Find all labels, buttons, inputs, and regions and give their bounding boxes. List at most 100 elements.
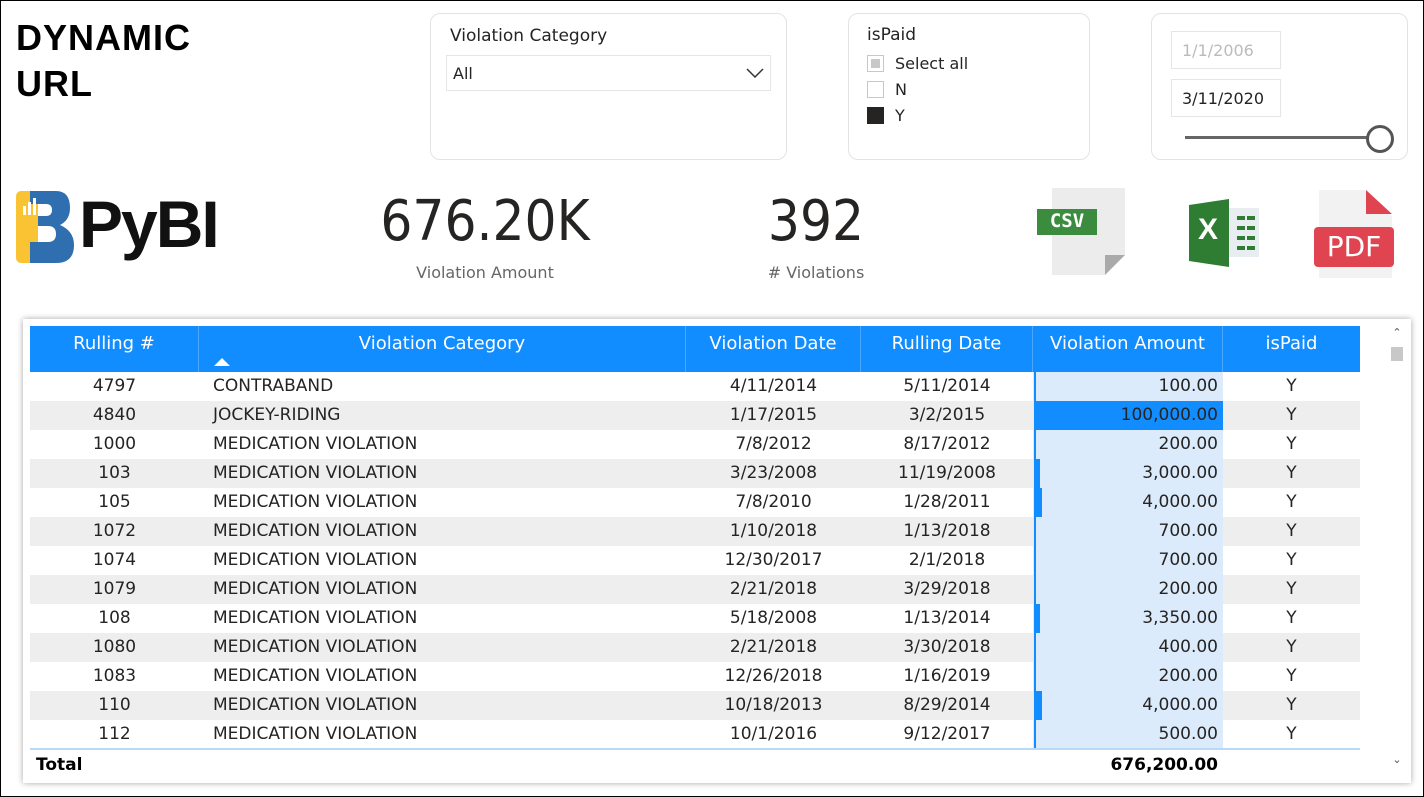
amount-data-bar	[1034, 517, 1036, 546]
amount-data-bar	[1034, 459, 1040, 488]
total-divider	[30, 748, 1360, 750]
table-row[interactable]: 108 MEDICATION VIOLATION 5/18/2008 1/13/201…	[30, 604, 1360, 633]
violation-date-cell: 12/26/2018	[724, 666, 823, 686]
checkbox-select-all[interactable]: Select all	[867, 50, 968, 76]
violation-category-slicer: Violation Category All	[430, 13, 787, 160]
export-excel-button[interactable]: X	[1187, 199, 1263, 269]
table-row[interactable]: 4797 CONTRABAND 4/11/2014 5/11/2014 100.00 Y	[30, 372, 1360, 401]
amount-cell-background	[1033, 546, 1223, 575]
date-slider-track[interactable]	[1185, 136, 1380, 139]
amount-cell: 3,000.00	[1142, 463, 1218, 483]
scrollbar-thumb[interactable]	[1391, 347, 1403, 361]
table-row[interactable]: 103 MEDICATION VIOLATION 3/23/2008 11/19/20…	[30, 459, 1360, 488]
table-row[interactable]: 1074 MEDICATION VIOLATION 12/30/2017 2/1/20…	[30, 546, 1360, 575]
ispaid-cell: Y	[1286, 724, 1297, 744]
rulling-cell: 110	[98, 695, 131, 715]
amount-cell: 200.00	[1158, 434, 1218, 454]
amount-data-bar	[1034, 720, 1036, 749]
category-dropdown[interactable]: All	[446, 55, 771, 91]
ispaid-cell: Y	[1286, 695, 1297, 715]
category-cell: MEDICATION VIOLATION	[213, 637, 418, 657]
violations-table: Rulling # Violation Category Violation D…	[23, 319, 1411, 783]
rulling-cell: 103	[98, 463, 131, 483]
amount-cell: 500.00	[1158, 724, 1218, 744]
amount-cell-background	[1033, 604, 1223, 633]
amount-data-bar	[1034, 662, 1036, 691]
ispaid-cell: Y	[1286, 608, 1297, 628]
ispaid-cell: Y	[1286, 492, 1297, 512]
rulling-date-cell: 3/29/2018	[903, 579, 991, 599]
scroll-down-icon[interactable]: ⌄	[1392, 753, 1402, 766]
pdf-label: PDF	[1326, 230, 1382, 263]
scroll-up-icon[interactable]: ⌃	[1392, 326, 1402, 339]
chevron-down-icon	[746, 68, 764, 78]
category-cell: MEDICATION VIOLATION	[213, 666, 418, 686]
category-cell: MEDICATION VIOLATION	[213, 550, 418, 570]
column-header-rulling[interactable]: Rulling #	[30, 326, 199, 372]
kpi-violations-count: 392	[767, 189, 865, 254]
rulling-date-cell: 1/16/2019	[903, 666, 991, 686]
column-header-violation-amount[interactable]: Violation Amount	[1033, 326, 1223, 372]
column-header-violation-date[interactable]: Violation Date	[686, 326, 861, 372]
rulling-date-cell: 2/1/2018	[908, 550, 986, 570]
start-date-input[interactable]: 1/1/2006	[1171, 31, 1281, 69]
table-row[interactable]: 1000 MEDICATION VIOLATION 7/8/2012 8/17/201…	[30, 430, 1360, 459]
logo-text: PyBI	[79, 187, 220, 261]
table-row[interactable]: 105 MEDICATION VIOLATION 7/8/2010 1/28/2011…	[30, 488, 1360, 517]
amount-cell-background	[1033, 720, 1223, 749]
column-header-rulling-date[interactable]: Rulling Date	[861, 326, 1033, 372]
table-row[interactable]: 1072 MEDICATION VIOLATION 1/10/2018 1/13/20…	[30, 517, 1360, 546]
column-header-ispaid[interactable]: isPaid	[1265, 333, 1318, 354]
amount-data-bar	[1034, 633, 1036, 662]
category-cell: MEDICATION VIOLATION	[213, 695, 418, 715]
amount-cell-background	[1033, 662, 1223, 691]
amount-data-bar	[1034, 401, 1223, 430]
checkbox-n[interactable]: N	[867, 76, 968, 102]
rulling-date-cell: 5/11/2014	[903, 376, 991, 396]
ispaid-cell: Y	[1286, 550, 1297, 570]
table-row[interactable]: 4840 JOCKEY-RIDING 1/17/2015 3/2/2015 100,00…	[30, 401, 1360, 430]
violation-date-cell: 4/11/2014	[729, 376, 818, 396]
option-label: Y	[895, 105, 905, 125]
violation-date-cell: 12/30/2017	[724, 550, 823, 570]
amount-cell: 4,000.00	[1142, 492, 1218, 512]
end-date-input[interactable]: 3/11/2020	[1171, 79, 1281, 117]
amount-cell: 400.00	[1158, 637, 1218, 657]
table-row[interactable]: 1079 MEDICATION VIOLATION 2/21/2018 3/29/20…	[30, 575, 1360, 604]
ispaid-cell: Y	[1286, 666, 1297, 686]
amount-data-bar	[1034, 604, 1041, 633]
category-cell: CONTRABAND	[213, 376, 334, 396]
date-slider-handle[interactable]	[1366, 125, 1394, 153]
export-csv-button[interactable]: CSV	[1037, 188, 1127, 276]
excel-label: X	[1197, 213, 1218, 246]
export-pdf-button[interactable]: PDF	[1314, 190, 1394, 280]
rulling-date-cell: 1/13/2018	[903, 521, 991, 541]
category-cell: MEDICATION VIOLATION	[213, 492, 418, 512]
rulling-date-cell: 1/28/2011	[903, 492, 991, 512]
column-header-violation-category[interactable]: Violation Category	[199, 326, 686, 372]
table-row[interactable]: 1083 MEDICATION VIOLATION 12/26/2018 1/16/2…	[30, 662, 1360, 691]
violation-date-cell: 1/17/2015	[729, 405, 818, 425]
checkbox-checked-icon	[867, 106, 884, 124]
table-row[interactable]: 112 MEDICATION VIOLATION 10/1/2016 9/12/201…	[30, 720, 1360, 749]
amount-data-bar	[1034, 691, 1042, 720]
category-cell: MEDICATION VIOLATION	[213, 579, 418, 599]
amount-cell-background	[1033, 459, 1223, 488]
amount-data-bar	[1034, 488, 1042, 517]
violation-date-cell: 5/18/2008	[729, 608, 818, 628]
rulling-date-cell: 9/12/2017	[903, 724, 991, 744]
table-row[interactable]: 110 MEDICATION VIOLATION 10/18/2013 8/29/20…	[30, 691, 1360, 720]
amount-cell-background	[1033, 488, 1223, 517]
ispaid-cell: Y	[1286, 405, 1297, 425]
category-cell: MEDICATION VIOLATION	[213, 463, 418, 483]
ispaid-cell: Y	[1286, 376, 1297, 396]
rulling-date-cell: 8/17/2012	[903, 434, 991, 454]
vertical-scrollbar[interactable]: ⌃ ⌄	[1391, 326, 1403, 766]
table-row[interactable]: 1080 MEDICATION VIOLATION 2/21/2018 3/30/20…	[30, 633, 1360, 662]
slicer-label: Violation Category	[450, 26, 608, 46]
rulling-cell: 4840	[92, 405, 137, 425]
page-title: DYNAMIC URL	[16, 17, 191, 104]
checkbox-y[interactable]: Y	[867, 102, 968, 128]
option-label: Select all	[895, 53, 969, 73]
amount-data-bar	[1034, 430, 1036, 459]
